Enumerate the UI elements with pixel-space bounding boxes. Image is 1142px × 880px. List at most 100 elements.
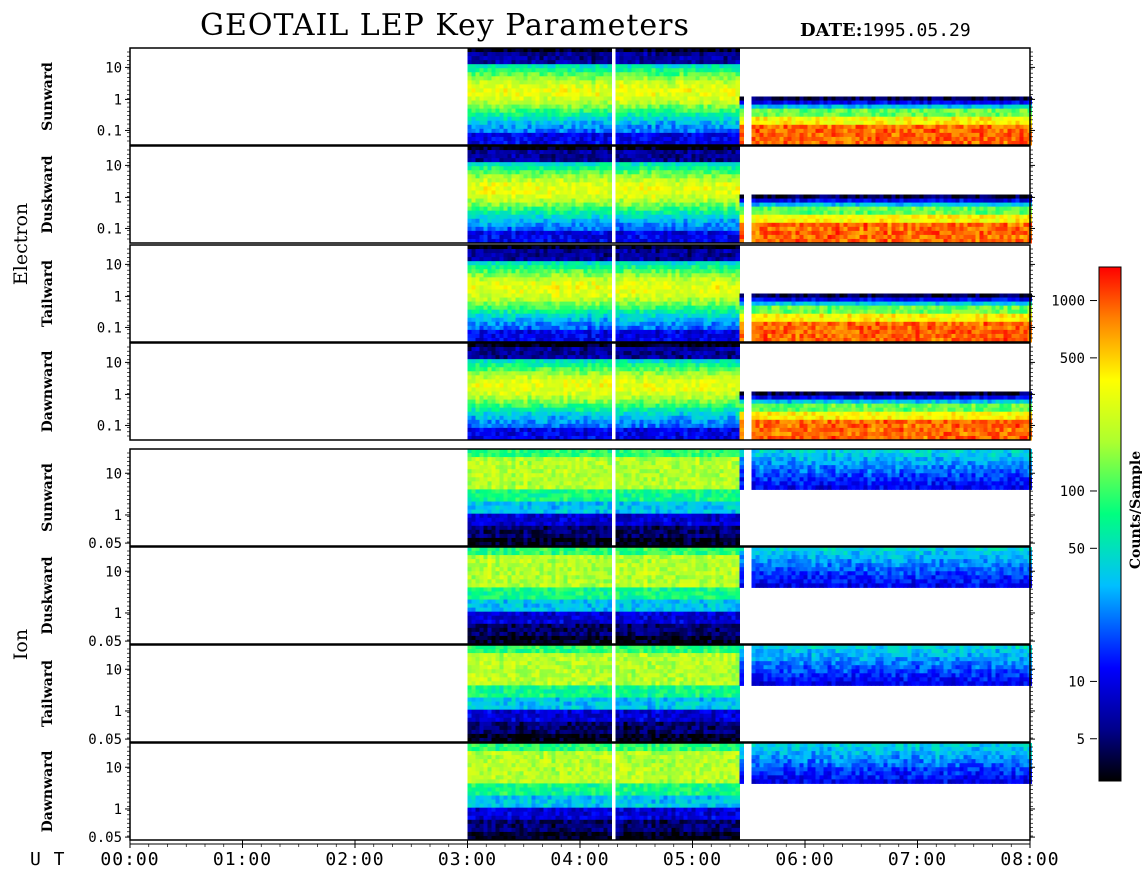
heat-cell (787, 112, 792, 118)
heat-cell (715, 124, 720, 130)
heat-cell (667, 120, 672, 126)
heat-cell (967, 112, 972, 118)
heat-cell (491, 136, 496, 142)
heat-cell (619, 52, 624, 57)
heat-cell (587, 174, 592, 179)
heat-cell (531, 120, 536, 126)
heat-cell (651, 64, 656, 69)
heat-cell (503, 162, 508, 167)
heat-cell (799, 96, 804, 102)
heat-cell (607, 104, 612, 110)
heat-cell (487, 222, 492, 228)
heat-cell (631, 48, 636, 53)
heat-cell (671, 226, 676, 232)
heat-cell (859, 124, 864, 130)
heat-cell (575, 146, 580, 151)
heat-cell (491, 60, 496, 65)
heat-cell (863, 222, 868, 228)
heat-cell (635, 100, 640, 106)
heat-cell (535, 120, 540, 126)
heat-cell (471, 234, 476, 240)
heat-cell (999, 128, 1004, 134)
heat-cell (639, 104, 644, 110)
heat-cell (931, 104, 936, 110)
heat-cell (951, 120, 956, 126)
heat-cell (711, 116, 716, 122)
heat-cell (603, 136, 608, 142)
heat-cell (727, 222, 732, 228)
heat-cell (519, 202, 524, 208)
heat-cell (671, 190, 676, 195)
heat-cell (999, 198, 1004, 204)
heat-cell (511, 170, 516, 175)
heat-cell (803, 112, 808, 118)
heat-cell (671, 56, 676, 61)
heat-cell (1003, 124, 1008, 130)
heat-cell (503, 60, 508, 65)
heat-cell (627, 162, 632, 167)
heat-cell (499, 92, 504, 97)
heat-cell (955, 194, 960, 200)
heat-cell (583, 146, 588, 151)
heat-cell (683, 198, 688, 204)
heat-cell (731, 64, 736, 69)
heat-cell (667, 150, 672, 155)
heat-cell (483, 56, 488, 61)
heat-cell (571, 170, 576, 175)
heat-cell (915, 100, 920, 106)
heat-cell (819, 116, 824, 122)
heat-cell (1003, 222, 1008, 228)
heat-cell (663, 84, 668, 89)
heat-cell (619, 206, 624, 212)
heat-cell (675, 166, 680, 171)
heat-cell (815, 198, 820, 204)
heat-cell (579, 210, 584, 216)
heat-cell (519, 56, 524, 61)
heat-cell (935, 108, 940, 114)
heat-cell (735, 178, 740, 183)
heat-cell (599, 100, 604, 106)
heat-cell (599, 226, 604, 232)
heat-cell (567, 60, 572, 65)
heat-cell (871, 238, 876, 244)
heat-cell (539, 76, 544, 81)
heat-cell (547, 178, 552, 183)
heat-cell (531, 214, 536, 220)
heat-cell (691, 238, 696, 244)
heat-cell (519, 60, 524, 65)
heat-cell (623, 190, 628, 195)
heat-cell (807, 136, 812, 142)
heat-cell (571, 190, 576, 195)
heat-cell (951, 100, 956, 106)
heat-cell (531, 124, 536, 130)
heat-cell (555, 68, 560, 73)
heat-cell (675, 230, 680, 236)
heat-cell (959, 238, 964, 244)
heat-cell (635, 112, 640, 118)
heat-cell (731, 88, 736, 93)
heat-cell (727, 174, 732, 179)
heat-cell (923, 198, 928, 204)
heat-cell (967, 136, 972, 142)
heat-cell (655, 150, 660, 155)
heat-cell (575, 88, 580, 93)
heat-cell (591, 116, 596, 122)
heat-cell (995, 140, 1000, 146)
heat-cell (587, 80, 592, 85)
heat-cell (555, 96, 560, 102)
heat-cell (587, 210, 592, 216)
heat-cell (599, 112, 604, 118)
heat-cell (847, 218, 852, 224)
heat-cell (559, 68, 564, 73)
heat-cell (607, 136, 612, 142)
heat-cell (703, 174, 708, 179)
heat-cell (767, 116, 772, 122)
heat-cell (667, 154, 672, 159)
heat-cell (587, 88, 592, 93)
heat-cell (967, 198, 972, 204)
heat-cell (971, 202, 976, 208)
heat-cell (571, 222, 576, 228)
heat-cell (559, 80, 564, 85)
heat-cell (911, 128, 916, 134)
heat-cell (551, 166, 556, 171)
